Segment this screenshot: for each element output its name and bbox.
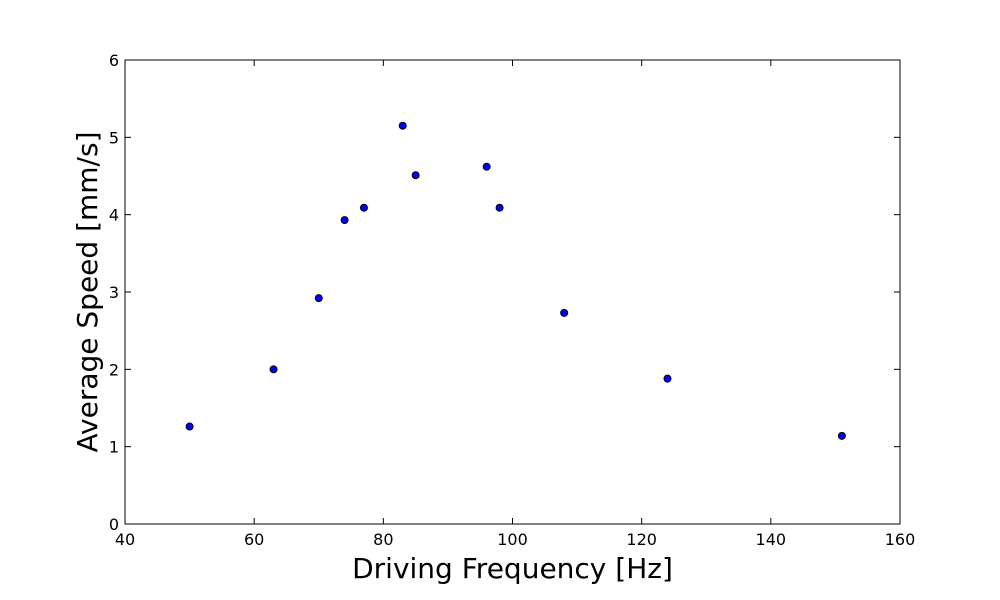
data-point [340,216,349,225]
x-tick-label: 80 [373,530,393,549]
data-point [359,203,368,212]
data-point [314,294,323,303]
data-point [398,121,407,130]
y-tick-label: 2 [109,360,119,379]
x-axis-title: Driving Frequency [Hz] [352,552,673,585]
tick-group: 40 60 80 100 120 140 160 0 1 2 3 4 5 6 [109,51,915,549]
x-tick-label: 40 [115,530,135,549]
data-point [837,431,846,440]
x-tick-label: 160 [885,530,916,549]
y-axis-title: Average Speed [mm/s] [71,132,104,453]
x-tick-label: 60 [244,530,264,549]
y-tick-label: 1 [109,438,119,457]
data-points [185,121,846,440]
data-point [482,162,491,171]
plot-frame [124,59,901,525]
data-point [663,374,672,383]
y-tick-label: 4 [109,206,119,225]
data-point [411,171,420,180]
data-point [185,422,194,431]
y-tick-label: 0 [109,515,119,534]
data-point [269,365,278,374]
y-tick-label: 3 [109,283,119,302]
y-tick-label: 5 [109,128,119,147]
y-tick-label: 6 [109,51,119,70]
x-tick-label: 100 [497,530,528,549]
x-tick-label: 120 [626,530,657,549]
x-tick-label: 140 [756,530,787,549]
data-point [560,308,569,317]
data-point [495,203,504,212]
